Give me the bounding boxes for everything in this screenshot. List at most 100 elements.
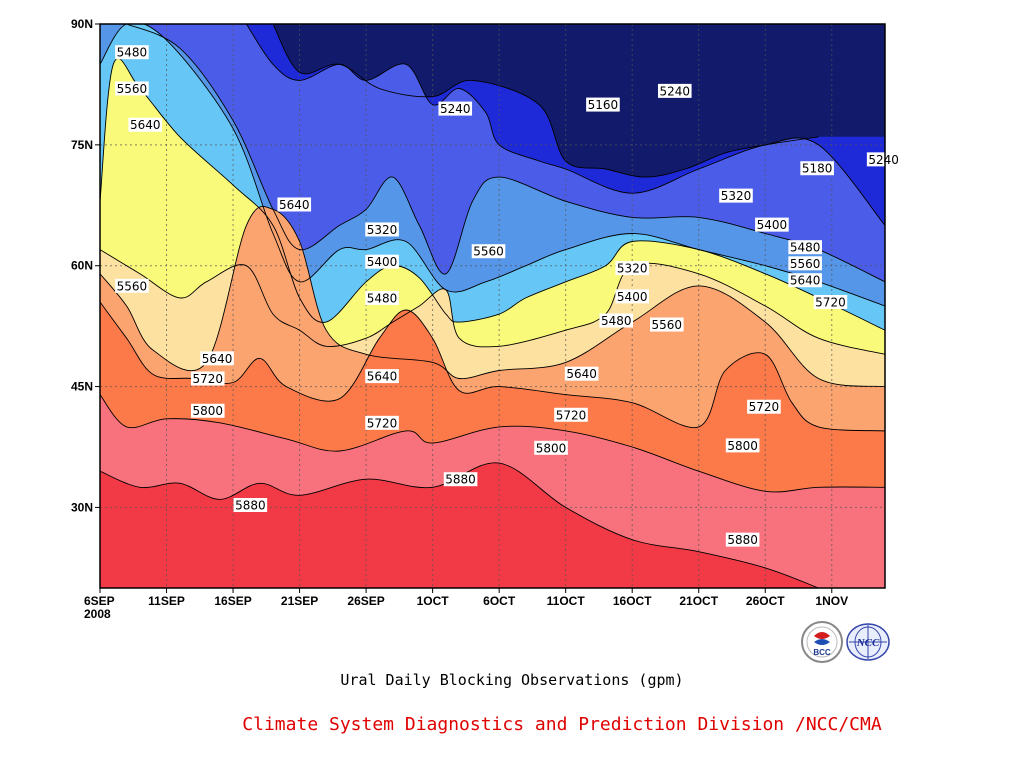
contour-label: 5880	[443, 472, 478, 487]
ncc-logo-text: NCC	[856, 637, 880, 649]
x-tick-label: 1NOV	[815, 594, 848, 608]
contour-label: 5240	[657, 83, 692, 98]
contour-label-text: 5160	[588, 98, 619, 112]
x-tick-label: 21OCT	[679, 594, 718, 608]
contour-label: 5720	[365, 415, 399, 430]
contour-label-box	[534, 440, 568, 455]
contour-label-box	[586, 97, 620, 112]
contour-label: 5720	[190, 371, 225, 386]
contour-label: 5720	[813, 294, 848, 309]
contour-line-5480	[100, 57, 885, 331]
contour-label: 5640	[365, 369, 399, 384]
contour-label-box	[128, 117, 163, 132]
contour-label-box	[615, 289, 650, 304]
contour-label-text: 5880	[235, 499, 266, 513]
x-tick-label: 2008	[84, 607, 111, 621]
contour-label: 5720	[747, 399, 781, 414]
x-tick-label: 11OCT	[547, 594, 586, 608]
y-axis: 30N 45N 60N 75N 90N	[71, 17, 100, 514]
ncc-logo: NCC	[846, 620, 890, 664]
contour-label-box	[615, 261, 650, 276]
y-tick-label: 30N	[71, 500, 93, 514]
contour-label: 5560	[649, 317, 684, 332]
contour-label-box	[800, 161, 834, 176]
contour-label-text: 5640	[367, 370, 398, 384]
contour-label: 5400	[755, 217, 789, 232]
contour-label: 5640	[277, 197, 312, 212]
contour-label-text: 5480	[367, 291, 398, 305]
contour-label-text: 5720	[556, 408, 587, 422]
x-tick-label: 6SEP	[84, 594, 115, 608]
contour-label-text: 5640	[130, 118, 161, 132]
contour-label-box	[649, 317, 684, 332]
contour-label-text: 5640	[566, 367, 597, 381]
contour-label: 5800	[190, 403, 225, 418]
contour-label-box	[866, 152, 901, 167]
contour-label-text: 5640	[279, 198, 310, 212]
contour-label-text: 5320	[721, 189, 752, 203]
contour-label-text: 5560	[117, 82, 148, 96]
contour-label: 5880	[233, 498, 268, 513]
x-tick-label: 26SEP	[347, 594, 384, 608]
contour-line-5240	[246, 24, 885, 226]
contour-label-text: 5800	[192, 404, 223, 418]
contour-label-text: 5880	[727, 533, 758, 547]
contour-label-box	[755, 217, 789, 232]
contour-label: 5640	[200, 351, 234, 366]
contour-label-box	[115, 45, 149, 60]
contour-line-5800	[100, 394, 885, 493]
x-tick-label: 26OCT	[746, 594, 785, 608]
contour-label-box	[443, 472, 478, 487]
contour-label-text: 5880	[445, 473, 476, 487]
contour-label-box	[190, 371, 225, 386]
contour-label: 5560	[115, 81, 149, 96]
contour-label: 5320	[719, 188, 753, 203]
contour-label-box	[115, 278, 149, 293]
contour-label-box	[365, 415, 399, 430]
x-tick-label: 21SEP	[281, 594, 318, 608]
contour-label-text: 5480	[790, 241, 821, 255]
contour-line-5560	[100, 249, 885, 355]
x-tick-label: 11SEP	[148, 594, 185, 608]
contour-label-text: 5560	[652, 318, 683, 332]
contour-label-text: 5320	[617, 262, 648, 276]
contour-label-box	[115, 81, 149, 96]
contour-label-text: 5560	[117, 279, 148, 293]
contour-label-text: 5400	[367, 255, 398, 269]
contour-label-text: 5400	[757, 218, 788, 232]
contour-fills	[100, 24, 885, 588]
contour-label: 5400	[365, 254, 399, 269]
contour-label-text: 5560	[790, 257, 821, 271]
contour-label-box	[438, 101, 473, 116]
contour-label: 5480	[365, 290, 399, 305]
contour-label-text: 5480	[117, 46, 148, 60]
contour-label-text: 5640	[790, 274, 821, 288]
contour-label: 5240	[866, 152, 901, 167]
contour-label-box	[813, 294, 848, 309]
contour-label-box	[747, 399, 781, 414]
contour-label: 5320	[365, 222, 399, 237]
contour-label-text: 5180	[802, 162, 833, 176]
contour-label-box	[788, 256, 822, 271]
contour-line-5400	[100, 24, 885, 307]
contour-label-text: 5720	[367, 416, 398, 430]
contour-label: 5800	[534, 440, 568, 455]
contour-label-text: 5720	[192, 372, 223, 386]
contour-label: 5240	[438, 101, 473, 116]
contour-label-text: 5320	[367, 223, 398, 237]
contour-label: 5560	[115, 278, 149, 293]
contour-label-text: 5720	[749, 400, 780, 414]
x-tick-label: 16OCT	[613, 594, 652, 608]
contour-label-box	[788, 273, 822, 288]
contour-label-box	[564, 366, 599, 381]
bcc-logo-text: BCC	[813, 648, 831, 657]
contour-label-text: 5240	[868, 153, 899, 167]
y-tick-label: 75N	[71, 138, 93, 152]
contour-label: 5640	[128, 117, 163, 132]
contour-label-box	[788, 240, 822, 255]
contour-label-box	[277, 197, 312, 212]
contour-lines	[100, 24, 885, 588]
contour-label-box	[365, 369, 399, 384]
